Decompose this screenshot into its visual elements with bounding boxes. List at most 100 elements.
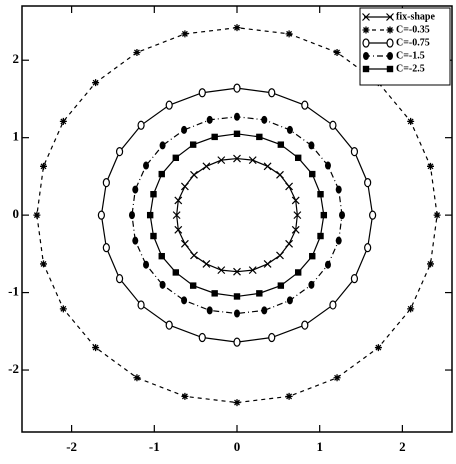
marker	[137, 120, 145, 130]
marker	[198, 88, 206, 98]
x-tick-label: -1	[149, 439, 160, 454]
marker	[133, 48, 141, 56]
marker	[180, 239, 189, 248]
marker	[202, 162, 211, 171]
marker	[158, 170, 165, 178]
marker	[286, 125, 293, 134]
marker	[234, 309, 240, 318]
marker	[181, 125, 188, 134]
marker	[362, 65, 370, 73]
marker	[137, 300, 145, 310]
y-tick-label: -1	[8, 284, 19, 299]
marker	[189, 282, 197, 289]
marker	[339, 211, 346, 220]
marker	[211, 133, 218, 141]
marker	[233, 24, 241, 32]
marker	[386, 65, 394, 73]
marker	[333, 374, 341, 382]
marker	[233, 83, 241, 93]
y-tick-label: -2	[8, 361, 19, 376]
marker	[256, 290, 263, 297]
marker	[198, 332, 206, 343]
marker	[333, 48, 341, 56]
marker	[165, 320, 173, 330]
marker	[256, 133, 263, 141]
legend-label: C=-0.75	[396, 37, 430, 48]
marker	[59, 117, 67, 125]
marker	[291, 196, 300, 205]
marker	[364, 243, 372, 253]
marker	[308, 141, 315, 150]
marker	[329, 300, 337, 310]
marker	[261, 306, 268, 315]
marker	[132, 185, 139, 194]
marker	[309, 252, 316, 260]
marker	[202, 259, 211, 268]
marker	[211, 290, 218, 297]
marker	[407, 117, 415, 125]
marker	[40, 260, 47, 268]
marker	[308, 280, 315, 289]
marker	[369, 210, 377, 220]
marker	[386, 38, 394, 48]
marker	[301, 100, 309, 110]
marker	[115, 274, 124, 284]
marker	[159, 141, 166, 150]
marker	[363, 52, 369, 60]
marker	[180, 182, 189, 191]
marker	[276, 251, 284, 260]
marker	[427, 162, 434, 170]
marker	[263, 162, 272, 171]
marker	[146, 211, 154, 219]
marker	[132, 236, 139, 245]
marker	[277, 282, 285, 289]
legend-label: fix-shape	[396, 11, 435, 22]
legend: fix-shape C=-0.35 C=-0.75 C=-1.5 C=-2.5	[359, 7, 451, 86]
marker	[248, 266, 257, 275]
marker	[190, 251, 198, 260]
marker	[181, 30, 189, 38]
marker	[317, 232, 324, 240]
marker	[102, 177, 110, 188]
marker	[301, 320, 309, 330]
marker	[268, 332, 276, 343]
marker	[268, 88, 276, 98]
marker	[335, 236, 342, 245]
marker	[329, 120, 337, 130]
marker	[233, 399, 241, 407]
marker	[92, 344, 100, 352]
marker	[159, 280, 166, 289]
marker	[174, 196, 183, 205]
marker	[217, 156, 226, 165]
marker	[433, 211, 441, 219]
marker	[128, 211, 135, 220]
marker	[386, 13, 394, 21]
marker	[324, 161, 331, 170]
marker	[293, 211, 302, 220]
marker	[115, 147, 124, 157]
marker	[174, 225, 183, 234]
marker	[350, 147, 359, 157]
marker	[143, 161, 150, 170]
marker	[172, 269, 180, 276]
marker	[190, 170, 198, 179]
y-tick-label: 0	[13, 206, 20, 221]
marker	[362, 13, 370, 21]
marker	[320, 211, 328, 219]
marker	[317, 191, 324, 198]
marker	[263, 259, 272, 268]
x-tick-label: 0	[234, 439, 241, 454]
marker	[350, 274, 359, 284]
marker	[102, 243, 110, 253]
marker	[150, 232, 157, 240]
marker	[276, 170, 284, 179]
marker	[248, 156, 257, 165]
marker	[233, 130, 241, 137]
y-tick-label: 1	[13, 129, 20, 144]
legend-label: C=-0.35	[396, 24, 430, 35]
marker	[261, 115, 268, 124]
marker	[285, 30, 293, 38]
marker	[133, 374, 141, 382]
marker	[233, 337, 241, 347]
